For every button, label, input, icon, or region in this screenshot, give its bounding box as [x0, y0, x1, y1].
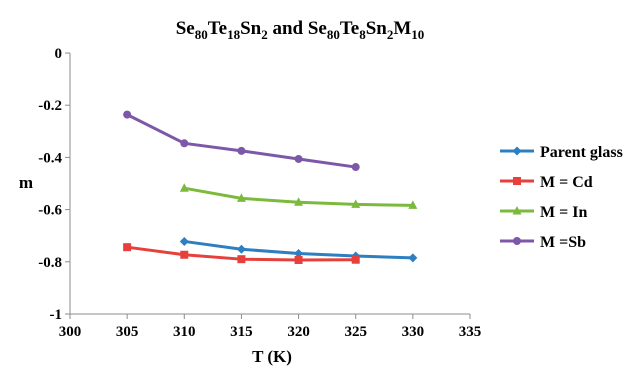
data-point [408, 253, 418, 263]
data-point [294, 197, 304, 206]
y-tick-label: -0.4 [38, 150, 62, 166]
x-tick-label: 335 [459, 324, 482, 340]
y-axis-label: m [19, 173, 33, 192]
legend-label: M = Cd [540, 174, 593, 191]
data-point [179, 183, 189, 192]
title-part: Sn [240, 18, 262, 39]
title-part: 18 [227, 27, 241, 42]
x-tick-label: 315 [230, 324, 253, 340]
series-3 [123, 110, 360, 172]
y-tick-label: 0 [55, 46, 63, 62]
legend-marker [512, 146, 522, 156]
data-point [237, 255, 246, 264]
title-part: 2 [387, 27, 394, 42]
series-1 [123, 243, 360, 264]
data-point [351, 255, 360, 264]
data-point [180, 139, 189, 148]
x-tick-label: 310 [173, 324, 196, 340]
data-point [236, 244, 246, 254]
series-layer [123, 110, 418, 264]
data-point [294, 248, 304, 258]
title-part: 10 [411, 27, 424, 42]
title-part: Se [176, 18, 195, 39]
data-point [123, 110, 132, 119]
title-part: 80 [327, 27, 340, 42]
legend-marker [513, 177, 521, 185]
data-point [123, 243, 132, 252]
legend-marker [512, 206, 522, 215]
y-tick-label: -1 [50, 307, 63, 323]
x-tick-label: 325 [344, 324, 367, 340]
y-tick-label: -0.8 [38, 255, 62, 271]
data-point [408, 200, 418, 209]
title-part: 2 [261, 27, 268, 42]
series-2 [179, 183, 418, 209]
legend-label: Parent glass [540, 144, 623, 161]
y-tick-label: -0.2 [38, 98, 62, 114]
legend-label: M = In [540, 204, 587, 221]
legend-item: M =Sb [500, 234, 586, 251]
x-tick-label: 300 [59, 324, 82, 340]
legend-item: Parent glass [500, 144, 623, 161]
y-tick-label: -0.6 [38, 203, 62, 219]
title-part: 80 [195, 27, 208, 42]
title-part: Te [208, 18, 227, 39]
data-point [236, 193, 246, 202]
series-line [125, 113, 358, 169]
chart-title: Se80Te18Sn2 and Se80Te8Sn2M10 [176, 18, 425, 42]
data-point [351, 199, 361, 208]
data-point [351, 163, 360, 172]
title-part: 8 [359, 27, 366, 42]
x-tick-label: 305 [116, 324, 139, 340]
title-part: and Se [268, 18, 327, 39]
legend-marker [513, 237, 521, 245]
title-part: Sn [366, 18, 388, 39]
data-point [237, 146, 246, 155]
legend-label: M =Sb [540, 234, 586, 251]
title-part: M [393, 18, 411, 39]
x-tick-label: 330 [402, 324, 425, 340]
data-point [294, 255, 303, 264]
x-tick-label: 320 [287, 324, 310, 340]
x-axis-label: T (K) [252, 347, 292, 366]
legend: Parent glass M = Cd M = In M =Sb [500, 144, 623, 251]
data-point [180, 250, 189, 259]
data-point [179, 236, 189, 246]
legend-item: M = Cd [500, 174, 593, 191]
title-part: Te [340, 18, 359, 39]
legend-item: M = In [500, 204, 587, 221]
data-point [294, 154, 303, 163]
